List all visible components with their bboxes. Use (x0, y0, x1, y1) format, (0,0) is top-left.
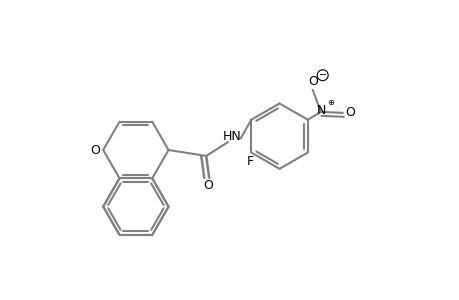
Text: F: F (246, 155, 253, 168)
Text: ⊕: ⊕ (326, 98, 333, 107)
Text: O: O (345, 106, 355, 119)
Text: O: O (203, 179, 213, 192)
Text: HN: HN (222, 130, 241, 142)
Text: O: O (307, 75, 317, 88)
Text: N: N (316, 104, 326, 117)
Text: O: O (90, 143, 100, 157)
Text: −: − (318, 70, 326, 80)
